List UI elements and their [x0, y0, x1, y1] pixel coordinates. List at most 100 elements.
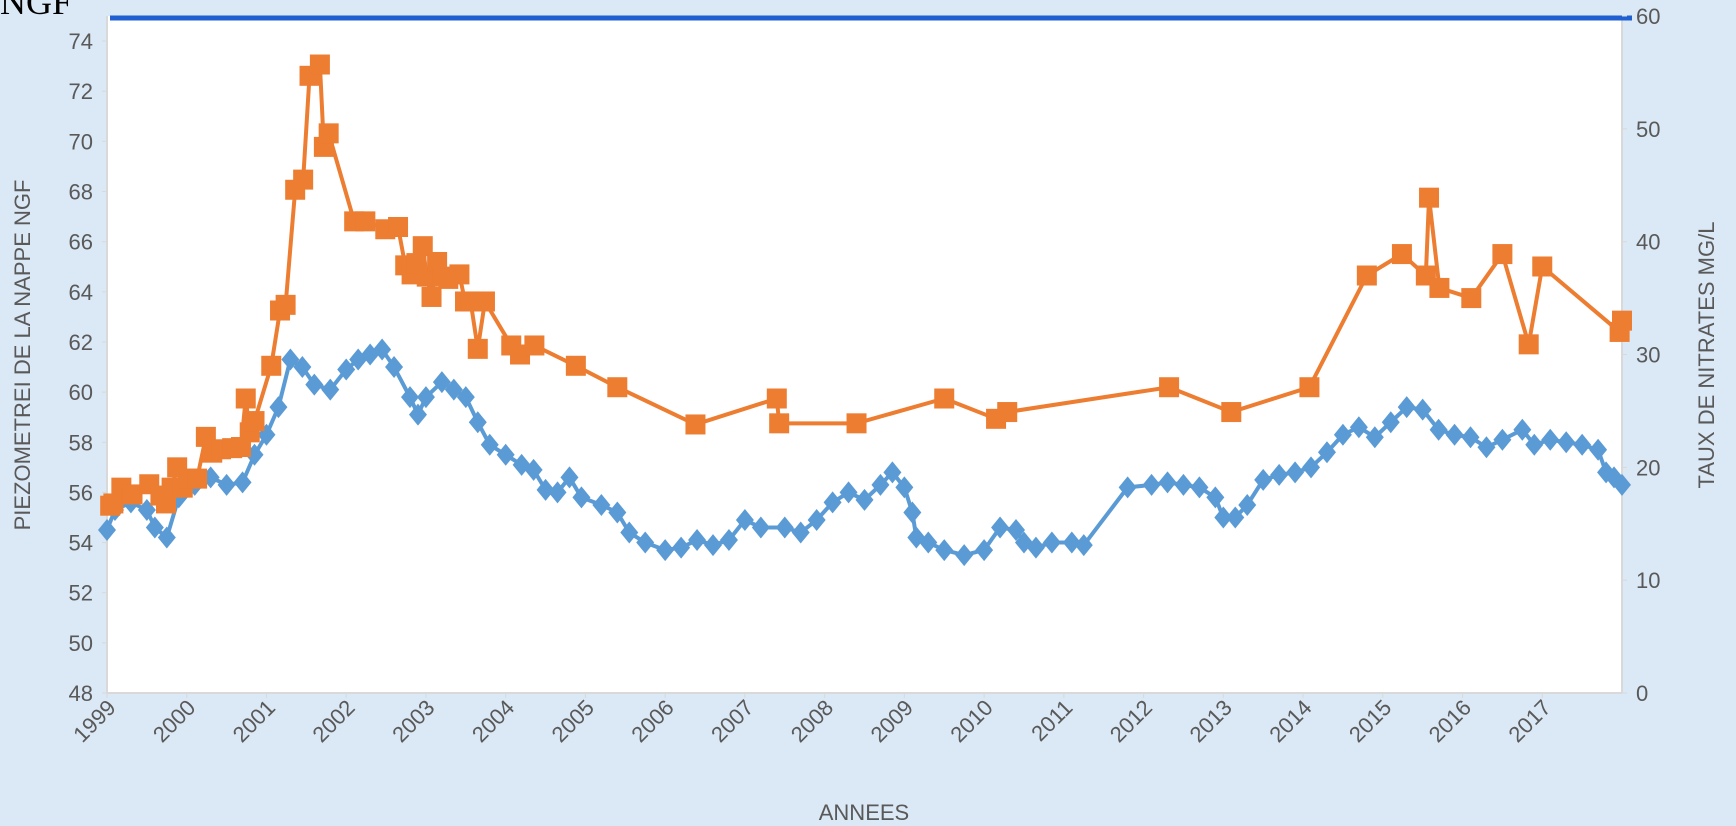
point-marker [636, 531, 655, 554]
point-marker [456, 386, 475, 409]
y-tick-label: 72 [69, 79, 93, 104]
point-marker [997, 402, 1018, 423]
point-marker [1206, 486, 1225, 509]
y-tick-label: 66 [69, 230, 93, 255]
point-marker [1541, 428, 1560, 451]
point-marker [157, 526, 176, 549]
y-tick-label: 60 [69, 380, 93, 405]
point-marker [1461, 426, 1480, 449]
point-marker [261, 355, 282, 376]
point-marker [388, 216, 409, 237]
point-marker [337, 358, 356, 381]
point-marker [839, 481, 858, 504]
point-marker [1007, 519, 1025, 542]
y-tick-label: 64 [69, 280, 93, 305]
y2-tick-label: 20 [1636, 455, 1660, 480]
point-marker [975, 539, 994, 562]
point-marker [883, 461, 902, 484]
point-marker [1238, 493, 1257, 516]
point-marker [919, 531, 938, 554]
point-marker [560, 466, 579, 489]
point-marker [444, 378, 463, 401]
point-marker [608, 501, 627, 524]
point-marker [934, 388, 955, 409]
point-marker [1142, 473, 1161, 496]
point-marker [1302, 456, 1321, 479]
x-tick-label: 2010 [945, 695, 997, 747]
point-marker [145, 516, 164, 539]
point-marker [807, 508, 826, 531]
x-tick-label: 2013 [1185, 695, 1237, 747]
x-tick-label: 2017 [1504, 695, 1556, 747]
point-marker [321, 378, 340, 401]
point-marker [449, 264, 470, 285]
point-marker [385, 356, 404, 379]
point-marker [751, 516, 770, 539]
point-marker [1159, 377, 1180, 398]
point-marker [895, 476, 914, 499]
x-tick-label: 2015 [1344, 695, 1396, 747]
point-marker [1158, 471, 1177, 494]
x-tick-label: 2009 [866, 695, 918, 747]
chart-title: NGF [0, 0, 72, 22]
x-tick-label: 2004 [467, 695, 519, 747]
y2-tick-label: 10 [1636, 568, 1660, 593]
point-marker [1174, 473, 1193, 496]
y2-tick-label: 60 [1636, 4, 1660, 29]
y-tick-label: 70 [69, 129, 93, 154]
point-marker [305, 373, 324, 396]
point-marker [468, 411, 487, 434]
point-marker [217, 473, 236, 496]
y-tick-label: 56 [69, 480, 93, 505]
point-marker [401, 386, 419, 409]
point-marker [408, 403, 427, 426]
point-marker [1397, 396, 1416, 419]
point-marker [935, 539, 954, 562]
point-marker [318, 123, 339, 144]
point-marker [1525, 433, 1544, 456]
point-marker [355, 211, 376, 232]
point-marker [1270, 463, 1289, 486]
point-marker [1445, 423, 1464, 446]
point-marker [1513, 418, 1532, 441]
x-tick-label: 2001 [228, 695, 280, 747]
point-marker [373, 338, 392, 361]
point-marker [536, 478, 555, 501]
point-marker [1589, 438, 1608, 461]
point-marker [187, 468, 208, 489]
point-marker [791, 521, 810, 544]
point-marker [1254, 468, 1273, 491]
point-marker [1356, 265, 1377, 286]
y2-tick-label: 40 [1636, 230, 1660, 255]
x-tick-label: 2005 [547, 695, 599, 747]
y-tick-label: 48 [69, 681, 93, 706]
point-marker [1214, 506, 1233, 529]
point-marker [846, 413, 867, 434]
point-marker [719, 529, 738, 552]
point-marker [275, 294, 296, 315]
point-marker [607, 377, 628, 398]
point-marker [1413, 398, 1432, 421]
point-marker [955, 544, 974, 567]
y-tick-label: 68 [69, 180, 93, 205]
point-marker [688, 529, 707, 552]
point-marker [1477, 436, 1496, 459]
point-marker [1493, 428, 1512, 451]
point-marker [672, 536, 691, 559]
point-marker [1349, 416, 1368, 439]
point-marker [416, 386, 435, 409]
point-marker [156, 493, 177, 514]
x-tick-label: 2003 [387, 695, 439, 747]
point-marker [269, 396, 288, 419]
point-marker [480, 433, 499, 456]
x-axis-label: ANNEES [819, 800, 909, 825]
y-tick-label: 54 [69, 531, 93, 556]
point-marker [412, 236, 433, 257]
point-marker [233, 471, 252, 494]
point-marker [524, 458, 543, 481]
point-marker [1074, 534, 1093, 557]
point-marker [823, 491, 842, 514]
point-marker [1118, 476, 1137, 499]
point-marker [1026, 536, 1045, 559]
point-marker [524, 335, 545, 356]
